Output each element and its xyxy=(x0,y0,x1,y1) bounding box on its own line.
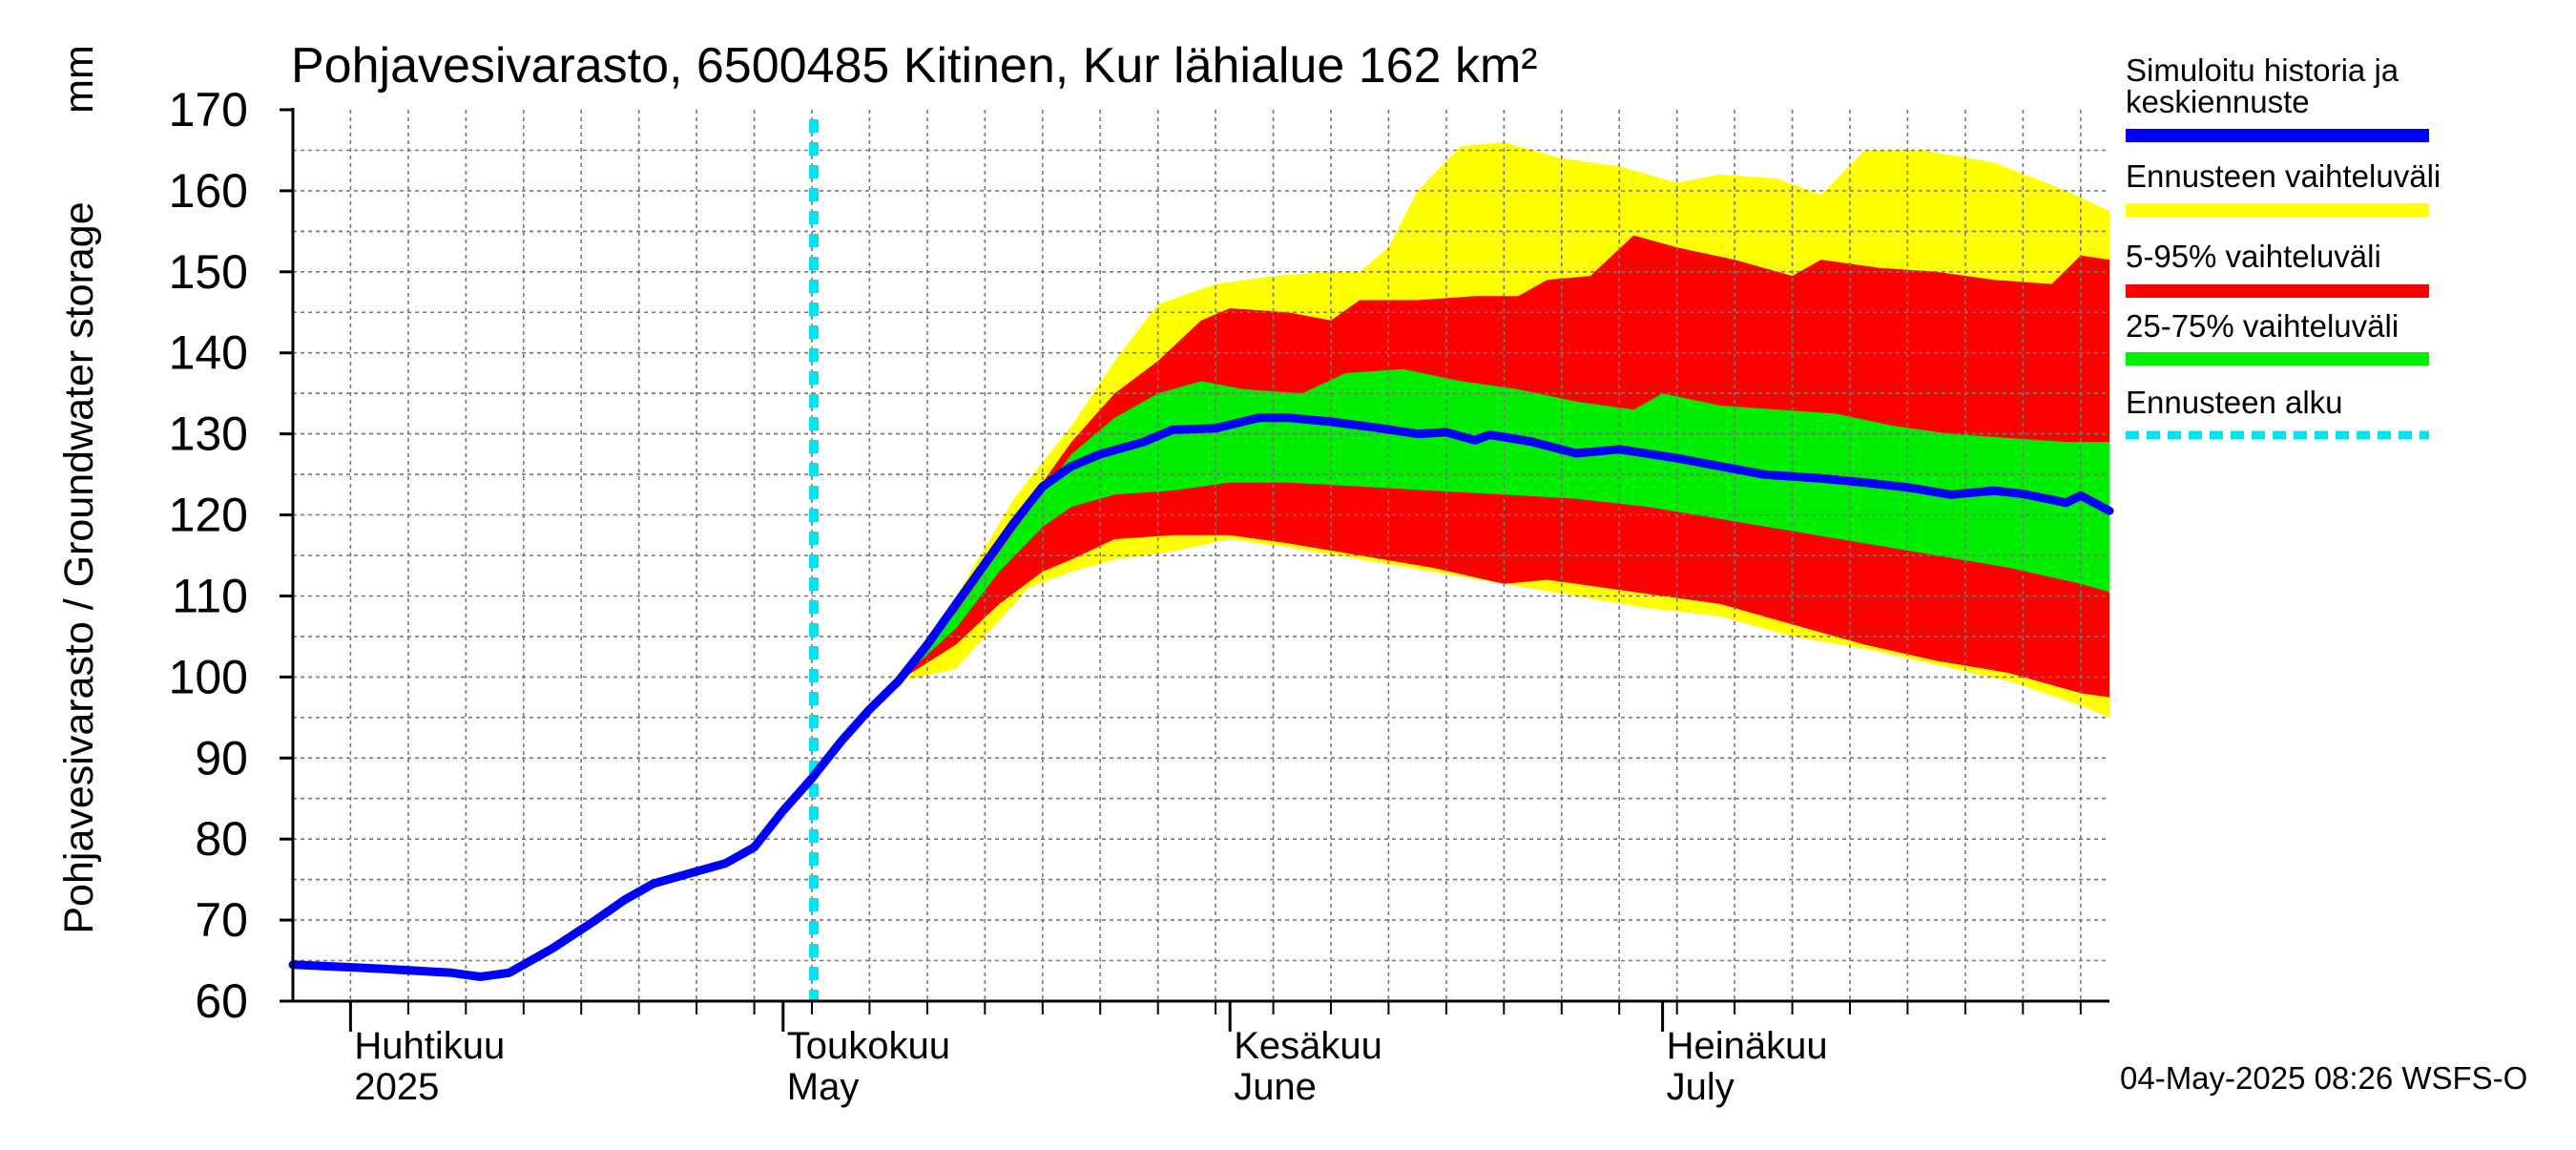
y-tick-label: 120 xyxy=(169,489,248,542)
legend-label: 25-75% vaihteluväli xyxy=(2126,308,2399,344)
x-tick-label: May xyxy=(787,1066,860,1108)
y-tick-label: 60 xyxy=(195,974,248,1028)
x-tick-label: July xyxy=(1667,1066,1735,1108)
x-tick-label: Huhtikuu xyxy=(354,1025,505,1067)
y-tick-label: 90 xyxy=(195,731,248,784)
timestamp: 04-May-2025 08:26 WSFS-O xyxy=(2120,1060,2527,1096)
x-tick-label: Toukokuu xyxy=(787,1025,950,1067)
series-lines xyxy=(288,413,2114,981)
y-tick-label: 140 xyxy=(169,326,248,380)
y-tick-label: 100 xyxy=(169,650,248,703)
grid-lines xyxy=(293,110,2109,1001)
legend-label: Ennusteen alku xyxy=(2126,385,2343,420)
chart-title: Pohjavesivarasto, 6500485 Kitinen, Kur l… xyxy=(291,38,1538,94)
band-2 xyxy=(898,368,2110,681)
forecast-bands xyxy=(898,142,2110,718)
y-tick-label: 70 xyxy=(195,893,248,947)
y-tick-label: 80 xyxy=(195,812,248,866)
x-tick-label: June xyxy=(1234,1066,1317,1108)
series-line-0 xyxy=(288,413,2114,981)
y-tick-label: 150 xyxy=(169,245,248,299)
x-tick-label: Heinäkuu xyxy=(1667,1025,1828,1067)
y-tick-label: 110 xyxy=(172,570,248,623)
y-tick-label: 160 xyxy=(169,164,248,218)
legend-label: keskiennuste xyxy=(2126,84,2310,119)
legend-label: Ennusteen vaihteluväli xyxy=(2126,158,2441,194)
y-tick-label: 170 xyxy=(169,83,248,136)
legend-label: Simuloitu historia ja xyxy=(2126,52,2399,88)
y-tick-label: 130 xyxy=(169,408,248,461)
x-tick-label: 2025 xyxy=(354,1066,439,1108)
axes xyxy=(291,108,2109,1003)
y-axis-unit: mm xyxy=(56,45,102,114)
legend-label: 5-95% vaihteluväli xyxy=(2126,239,2381,274)
y-axis-label: Pohjavesivarasto / Groundwater storage xyxy=(56,201,102,933)
y-axis-ticks: 60 70 80 90 100 110 120 130 140 150 160 170 xyxy=(169,83,293,1028)
x-tick-label: Kesäkuu xyxy=(1234,1025,1382,1067)
